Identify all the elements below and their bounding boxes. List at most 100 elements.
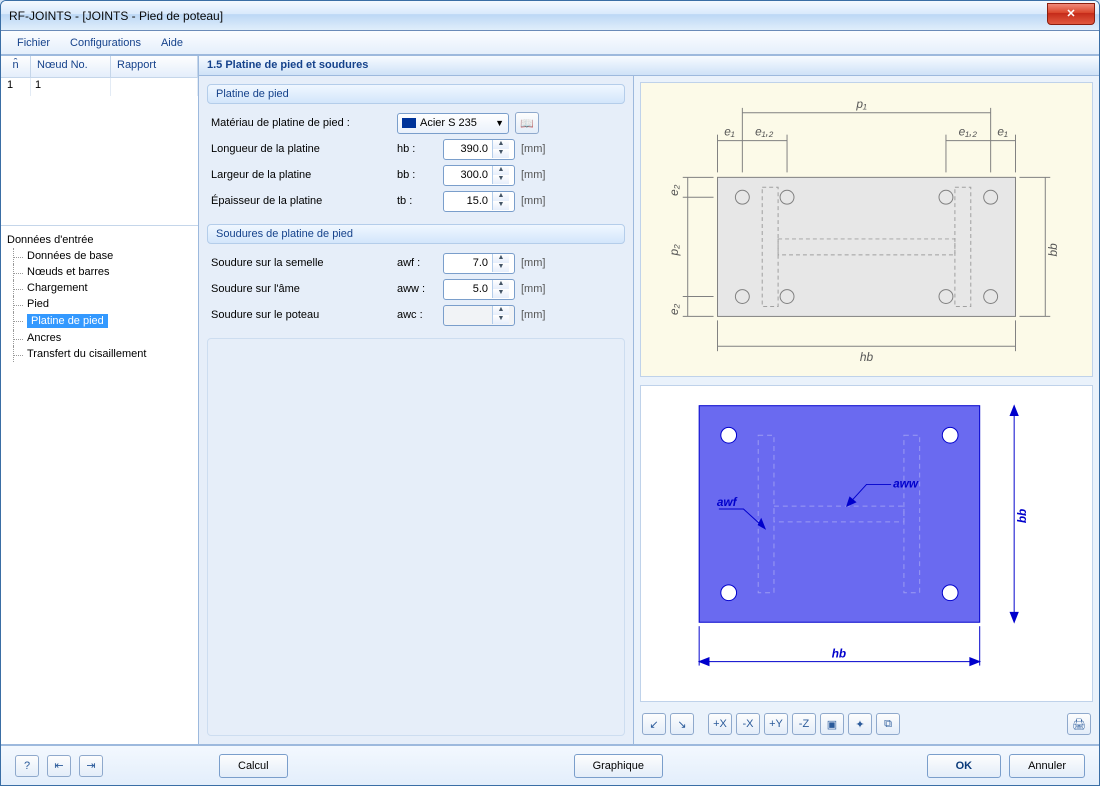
tree-item-chargement[interactable]: Chargement bbox=[5, 280, 194, 296]
spin-down-icon[interactable]: ▼ bbox=[493, 263, 509, 272]
diagram-bot-svg: awf aww bb bbox=[641, 386, 1092, 701]
thickness-unit: [mm] bbox=[521, 195, 545, 207]
length-symbol: hb : bbox=[397, 143, 437, 155]
weld-flange-input[interactable]: ▲▼ bbox=[443, 253, 515, 274]
material-library-button[interactable]: 📖 bbox=[515, 112, 539, 134]
help-button[interactable]: ? bbox=[15, 755, 39, 777]
spin-down-icon: ▼ bbox=[493, 315, 509, 324]
spin-up-icon[interactable]: ▲ bbox=[493, 166, 509, 175]
menu-help[interactable]: Aide bbox=[153, 34, 191, 52]
material-dropdown[interactable]: Acier S 235 ▼ bbox=[397, 113, 509, 134]
width-input[interactable]: ▲▼ bbox=[443, 165, 515, 186]
tree-item-platine[interactable]: Platine de pied bbox=[5, 312, 194, 330]
weld-column-symbol: awc : bbox=[397, 309, 437, 321]
import-button[interactable]: ⇤ bbox=[47, 755, 71, 777]
length-label: Longueur de la platine bbox=[211, 143, 391, 155]
view-render-icon[interactable]: ✦ bbox=[848, 713, 872, 735]
weld-column-input: ▲▼ bbox=[443, 305, 515, 326]
thickness-field[interactable] bbox=[444, 195, 492, 207]
tree-item-noeuds-barres[interactable]: Nœuds et barres bbox=[5, 264, 194, 280]
thickness-input[interactable]: ▲▼ bbox=[443, 191, 515, 212]
lbl-aww: aww bbox=[893, 476, 919, 490]
spin-down-icon[interactable]: ▼ bbox=[493, 149, 509, 158]
grid-h-rapport[interactable]: Rapport bbox=[111, 56, 198, 77]
calc-button[interactable]: Calcul bbox=[219, 754, 288, 778]
lbl-hb: hb bbox=[860, 350, 874, 364]
view-minus-z-icon[interactable]: -Z bbox=[792, 713, 816, 735]
width-symbol: bb : bbox=[397, 169, 437, 181]
weld-flange-field[interactable] bbox=[444, 257, 492, 269]
weld-column-label: Soudure sur le poteau bbox=[211, 309, 391, 321]
grid-h-node[interactable]: Nœud No. bbox=[31, 56, 111, 77]
width-unit: [mm] bbox=[521, 169, 545, 181]
row-length: Longueur de la platine hb : ▲▼ [mm] bbox=[207, 136, 625, 162]
lbl-bb: bb bbox=[1046, 243, 1060, 257]
row-weld-web: Soudure sur l'âme aww : ▲▼ [mm] bbox=[207, 276, 625, 302]
menu-file[interactable]: Fichier bbox=[9, 34, 58, 52]
length-unit: [mm] bbox=[521, 143, 545, 155]
spin-down-icon[interactable]: ▼ bbox=[493, 289, 509, 298]
tree-item-transfert[interactable]: Transfert du cisaillement bbox=[5, 346, 194, 362]
lbl-bb2: bb bbox=[1015, 509, 1029, 523]
preview-panel: p₁ e₁ e₁,₂ e₁,₂ e₁ bbox=[634, 76, 1099, 744]
tree-item-platine-label: Platine de pied bbox=[27, 314, 108, 328]
length-input[interactable]: ▲▼ bbox=[443, 139, 515, 160]
spin-down-icon[interactable]: ▼ bbox=[493, 201, 509, 210]
cancel-button[interactable]: Annuler bbox=[1009, 754, 1085, 778]
tree-root[interactable]: Données d'entrée bbox=[5, 232, 194, 248]
graphic-button[interactable]: Graphique bbox=[574, 754, 663, 778]
view-print-icon[interactable]: 🖨 bbox=[1067, 713, 1091, 735]
view-plus-x-icon[interactable]: +X bbox=[708, 713, 732, 735]
weld-flange-symbol: awf : bbox=[397, 257, 437, 269]
width-field[interactable] bbox=[444, 169, 492, 181]
view-minus-x-icon[interactable]: -X bbox=[736, 713, 760, 735]
weld-flange-label: Soudure sur la semelle bbox=[211, 257, 391, 269]
view-plus-y-icon[interactable]: +Y bbox=[764, 713, 788, 735]
weld-column-field bbox=[444, 309, 492, 321]
spin-down-icon[interactable]: ▼ bbox=[493, 175, 509, 184]
cell-n: 1 bbox=[1, 78, 31, 96]
spin-up-icon[interactable]: ▲ bbox=[493, 140, 509, 149]
weld-web-symbol: aww : bbox=[397, 283, 437, 295]
menubar: Fichier Configurations Aide bbox=[1, 31, 1099, 55]
ok-button[interactable]: OK bbox=[927, 754, 1002, 778]
diagram-top: p₁ e₁ e₁,₂ e₁,₂ e₁ bbox=[640, 82, 1093, 377]
tree-item-donnees-base[interactable]: Données de base bbox=[5, 248, 194, 264]
row-thickness: Épaisseur de la platine tb : ▲▼ [mm] bbox=[207, 188, 625, 214]
view-copy-icon[interactable]: ⧉ bbox=[876, 713, 900, 735]
view-x-icon[interactable]: ↙ bbox=[642, 713, 666, 735]
left-panel: n̂ Nœud No. Rapport 1 1 Données d'entrée… bbox=[1, 56, 199, 744]
grid-body: 1 1 bbox=[1, 78, 198, 226]
diagram-bottom[interactable]: awf aww bb bbox=[640, 385, 1093, 702]
length-field[interactable] bbox=[444, 143, 492, 155]
menu-config[interactable]: Configurations bbox=[62, 34, 149, 52]
spin-up-icon[interactable]: ▲ bbox=[493, 192, 509, 201]
diagram-top-svg: p₁ e₁ e₁,₂ e₁,₂ e₁ bbox=[641, 83, 1092, 376]
right-panel: 1.5 Platine de pied et soudures Platine … bbox=[199, 56, 1099, 744]
view-y-icon[interactable]: ↘ bbox=[670, 713, 694, 735]
tree-item-pied[interactable]: Pied bbox=[5, 296, 194, 312]
spin-up-icon[interactable]: ▲ bbox=[493, 254, 509, 263]
weld-web-input[interactable]: ▲▼ bbox=[443, 279, 515, 300]
grid-h-sort[interactable]: n̂ bbox=[1, 56, 31, 77]
weld-web-unit: [mm] bbox=[521, 283, 545, 295]
spin-up-icon[interactable]: ▲ bbox=[493, 280, 509, 289]
footer: ? ⇤ ⇥ Calcul Graphique OK Annuler bbox=[1, 745, 1099, 785]
group-soudures-title: Soudures de platine de pied bbox=[207, 224, 625, 244]
form-panel: Platine de pied Matériau de platine de p… bbox=[199, 76, 634, 744]
group-platine: Platine de pied Matériau de platine de p… bbox=[207, 84, 625, 214]
export-button[interactable]: ⇥ bbox=[79, 755, 103, 777]
row-weld-column: Soudure sur le poteau awc : ▲▼ [mm] bbox=[207, 302, 625, 328]
nav-tree: Données d'entrée Données de base Nœuds e… bbox=[1, 226, 198, 744]
tree-item-ancres[interactable]: Ancres bbox=[5, 330, 194, 346]
view-iso-icon[interactable]: ▣ bbox=[820, 713, 844, 735]
close-button[interactable]: ✕ bbox=[1047, 3, 1095, 25]
weld-web-field[interactable] bbox=[444, 283, 492, 295]
thickness-label: Épaisseur de la platine bbox=[211, 195, 391, 207]
lbl-e2b: e₂ bbox=[667, 303, 681, 315]
lbl-p2: p₂ bbox=[667, 244, 681, 257]
cell-rapport bbox=[111, 78, 198, 96]
group-platine-title: Platine de pied bbox=[207, 84, 625, 104]
form-empty-area bbox=[207, 338, 625, 736]
grid-row[interactable]: 1 1 bbox=[1, 78, 198, 96]
